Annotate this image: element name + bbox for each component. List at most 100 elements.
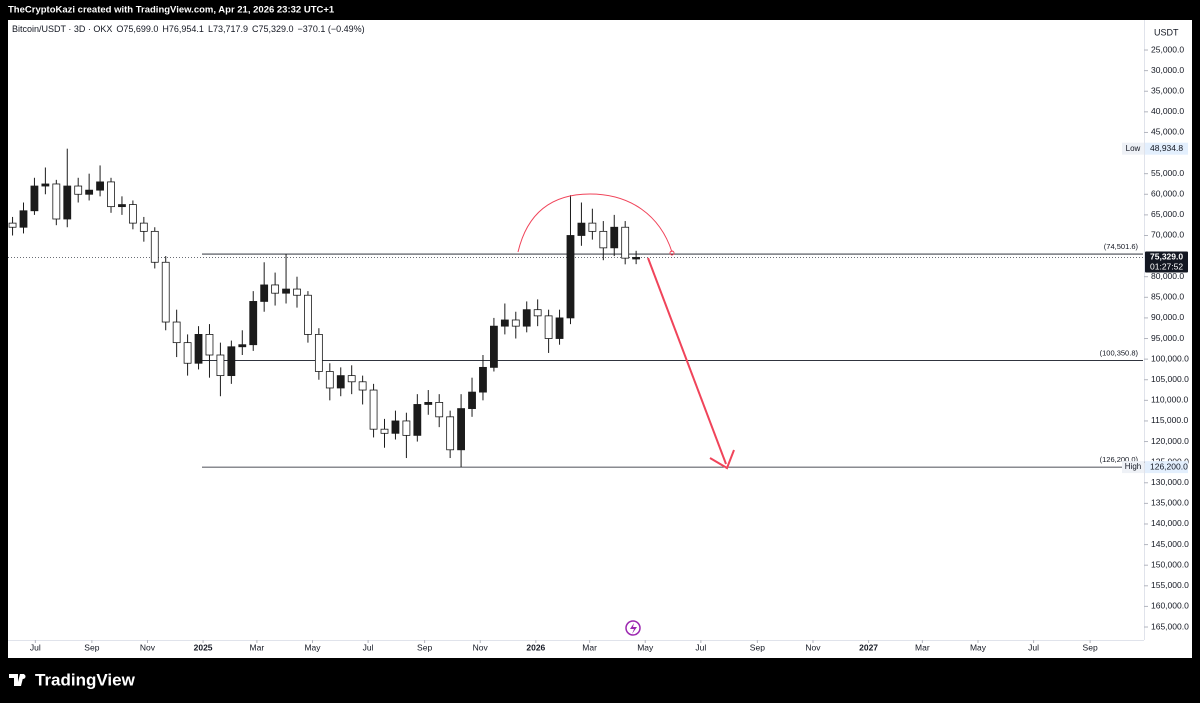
candle-body (172, 321, 181, 344)
x-tick-label: Jul (30, 642, 41, 652)
candle-body (588, 222, 597, 232)
price-label: 75,329.0 (1150, 252, 1183, 262)
y-tick-label: 130,000.0 (1151, 477, 1189, 487)
candle-body (282, 288, 290, 294)
arrow-line (647, 257, 727, 465)
x-tick-label: Mar (582, 642, 597, 652)
legend-low: L73,717.9 (208, 24, 248, 34)
candle-body (522, 309, 531, 327)
y-tick-label: 80,000.0 (1151, 271, 1184, 281)
candle-body (271, 284, 280, 294)
candle-body (610, 226, 619, 249)
legend-close: C75,329.0 (252, 24, 294, 34)
x-tick-label: Mar (250, 642, 265, 652)
candle-body (8, 222, 17, 228)
x-tick-label: Nov (140, 642, 156, 652)
legend-high: H76,954.1 (162, 24, 204, 34)
y-tick-label: 140,000.0 (1151, 518, 1189, 528)
y-tick-label: 115,000.0 (1151, 415, 1188, 425)
candle-body (511, 319, 520, 327)
y-tick-label: 55,000.0 (1151, 168, 1184, 178)
x-tick-label: Jul (695, 642, 706, 652)
y-tick-label: 165,000.0 (1151, 621, 1189, 631)
candle-body (238, 344, 247, 348)
candle-body (457, 408, 465, 451)
marker-tag-box (1122, 142, 1144, 155)
candle-body (96, 181, 104, 191)
x-tick-label: Sep (750, 642, 765, 652)
x-tick-label: Sep (84, 642, 99, 652)
y-tick-label: 155,000.0 (1151, 580, 1189, 590)
y-tick-label: 145,000.0 (1151, 539, 1189, 549)
event-icon-bolt (630, 623, 637, 634)
x-tick-label: May (970, 642, 987, 652)
event-icon[interactable] (625, 620, 641, 636)
candle-body (347, 375, 356, 383)
candle-body (41, 183, 50, 187)
candle-body (544, 315, 553, 339)
candle-body (391, 420, 400, 434)
x-tick-label: Jul (363, 642, 374, 652)
marker-tag: High (1125, 462, 1141, 471)
currency-label: USDT (1154, 27, 1179, 37)
y-tick-label: 40,000.0 (1151, 106, 1184, 116)
x-tick-label: Nov (805, 642, 821, 652)
y-tick-label: 105,000.0 (1151, 374, 1189, 384)
candle-body (205, 334, 214, 356)
marker-value-box (1145, 461, 1188, 474)
y-tick-label: 90,000.0 (1151, 312, 1184, 322)
candle-body (63, 185, 72, 220)
candle-body (479, 366, 487, 393)
y-tick-label: 135,000.0 (1151, 498, 1189, 508)
arrow-head (709, 449, 735, 470)
candle-body (139, 222, 148, 232)
candle-body (118, 204, 126, 208)
candle-body (293, 288, 301, 296)
candle-body (468, 391, 476, 409)
price-label-box (1145, 251, 1188, 273)
candle-body (194, 334, 203, 364)
y-tick-label: 95,000.0 (1151, 333, 1184, 343)
x-tick-label: Sep (417, 642, 432, 652)
candle-body (380, 428, 389, 434)
arc-handle (669, 250, 675, 256)
x-tick-label: Nov (473, 642, 489, 652)
y-tick-label: 60,000.0 (1151, 189, 1184, 199)
y-tick-label: 120,000.0 (1151, 436, 1189, 446)
candle-body (19, 210, 28, 228)
candle-body (424, 402, 433, 405)
candle-body (555, 317, 564, 339)
candle-body (52, 183, 61, 220)
y-tick-label: 85,000.0 (1151, 292, 1184, 302)
candle-body (490, 325, 498, 368)
candle-body (599, 230, 608, 249)
candle-body (107, 181, 115, 208)
top-bar-text: TheCryptoKazi created with TradingView.c… (8, 5, 335, 16)
candle-body (227, 346, 236, 377)
x-tick-label: 2026 (526, 642, 545, 652)
legend-change: −370.1 (−0.49%) (298, 24, 365, 34)
candle-body (183, 342, 192, 364)
candle-body (216, 354, 225, 377)
legend-open: O75,699.0 (116, 24, 158, 34)
candle-body (533, 309, 542, 317)
candle-body (30, 185, 39, 212)
y-tick-label: 70,000.0 (1151, 230, 1184, 240)
candle-body (150, 230, 159, 263)
candle-body (413, 404, 422, 436)
y-tick-label: 65,000.0 (1151, 209, 1184, 219)
marker-tag: Low (1126, 144, 1141, 153)
candle-body (74, 185, 83, 195)
x-tick-label: Jul (1028, 642, 1039, 652)
y-tick-label: 110,000.0 (1151, 395, 1188, 405)
y-tick-label: 160,000.0 (1151, 601, 1189, 611)
marker-value: 126,200.0 (1150, 461, 1188, 471)
y-tick-label: 100,000.0 (1151, 353, 1189, 363)
x-tick-label: Mar (915, 642, 930, 652)
logo-text: TradingView (35, 670, 136, 689)
marker-value: 48,934.8 (1150, 143, 1183, 153)
level-label: (74,501.6) (1104, 242, 1139, 251)
plot: 25,000.0 30,000.0 35,000.0 40,000.0 45,000.0… (8, 44, 1189, 652)
